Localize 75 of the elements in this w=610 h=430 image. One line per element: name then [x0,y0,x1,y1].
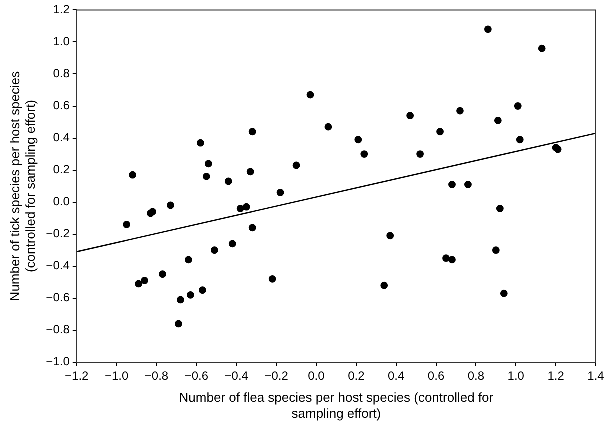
point [224,178,232,186]
point [442,254,450,262]
y-tick-label: 0.2 [53,162,70,177]
y-axis-title: Number of tick species per host species (controlled for sampling effort) [7,70,38,302]
point [141,277,148,284]
point [360,150,368,158]
x-tick-label: 0.6 [428,368,445,383]
point [175,320,182,328]
point [456,107,464,115]
point [406,112,414,120]
point [202,172,210,180]
x-tick-label: −0.2 [264,368,289,383]
point [516,136,524,144]
x-tick-label: −0.6 [184,368,209,383]
point [204,160,212,168]
point [306,91,314,99]
point [386,232,394,240]
x-tick-label: 1.4 [588,368,605,383]
point [538,44,546,52]
point [135,280,142,288]
point [496,205,504,212]
point [210,246,218,254]
point [276,189,284,196]
y-tick-label: −0.2 [46,226,70,241]
point [484,26,492,34]
y-tick-label: 0.4 [53,130,70,145]
x-tick-label: −0.4 [224,368,249,383]
y-tick-label: 0.6 [53,98,70,113]
point [292,162,300,170]
point [177,296,184,304]
point [236,205,244,212]
y-tick-label: 0.8 [53,66,70,81]
point [464,181,472,188]
point [185,256,192,264]
x-axis-title: Number of flea species per host species (controlled for sampling effort) [179,390,494,421]
x-tick-label: −0.8 [144,368,169,383]
point [448,181,456,188]
x-tick-label: 0.0 [308,368,326,383]
y-tick-label: 1.2 [53,2,70,17]
y-tick-label: −0.8 [46,322,70,337]
x-tick-label: 0.4 [388,368,406,383]
point [448,256,456,264]
y-tick-label: 0.0 [53,194,70,209]
point [246,168,254,176]
point [186,291,194,299]
point [354,136,362,144]
y-tick-label: 1.0 [53,34,70,49]
point [198,286,206,294]
y-tick-label: −0.4 [46,258,70,273]
point [380,282,388,290]
point [494,116,502,124]
point [514,102,522,110]
y-tick-label: −0.6 [46,290,70,305]
point [500,290,508,298]
point [159,270,166,278]
point [129,171,136,179]
x-tick-label: −1.0 [104,368,129,383]
y-tick-label: −1.0 [46,354,70,369]
point [436,128,444,136]
point [416,150,424,158]
point [248,224,256,232]
x-tick-label: 1.0 [508,368,525,383]
point [324,123,332,131]
x-tick-label: 0.8 [468,368,485,383]
point [228,240,236,248]
x-tick-label: −1.2 [65,368,90,383]
point [268,275,276,283]
point [167,202,174,210]
x-tick-label: 1.2 [548,368,565,383]
point [492,246,500,254]
point [248,128,256,136]
point [123,221,131,228]
point [196,139,204,147]
x-tick-label: 0.2 [348,368,366,383]
point [242,203,250,211]
